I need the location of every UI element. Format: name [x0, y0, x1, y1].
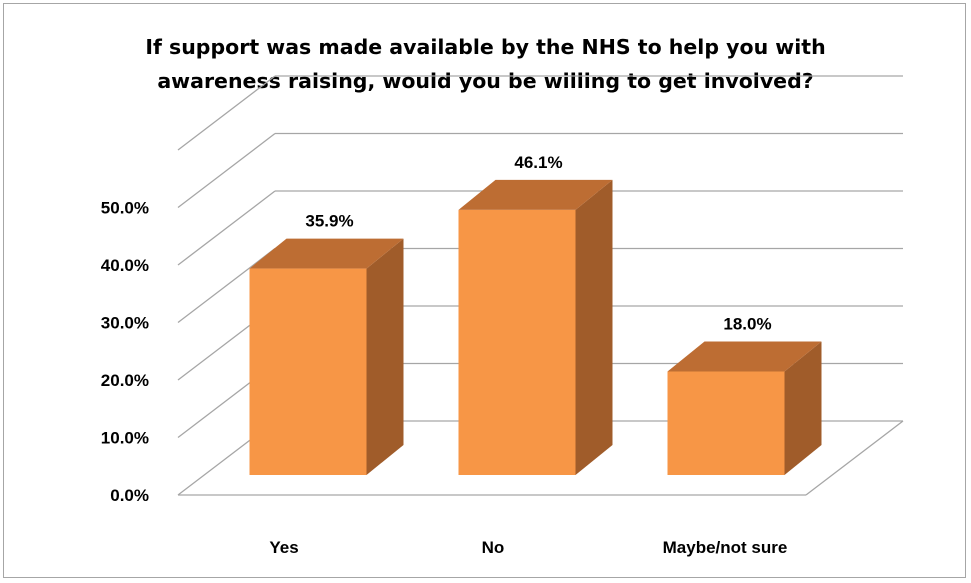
y-tick-label: 0.0%: [110, 486, 149, 505]
floor-right-edge: [805, 420, 904, 496]
category-label-no: No: [482, 538, 505, 557]
gridline-side: [177, 190, 276, 266]
bar-yes: [249, 238, 404, 475]
y-tick-label: 30.0%: [101, 314, 149, 333]
data-label-maybe: 18.0%: [723, 315, 771, 334]
bar-top-face: [249, 238, 404, 269]
data-label-no: 46.1%: [514, 153, 562, 172]
gridline-side: [177, 132, 276, 209]
bar-side-face: [784, 341, 822, 475]
bar-side-face: [575, 179, 613, 476]
bar-front-face: [249, 268, 367, 475]
chart-title-line-1: If support was made available by the NHS…: [145, 35, 826, 59]
bar-no: [458, 179, 613, 476]
chart-title-line-2: awareness raising, would you be willing …: [157, 69, 814, 93]
data-labels: 35.9% 46.1% 18.0%: [305, 153, 771, 334]
y-tick-label: 40.0%: [101, 256, 149, 275]
gridline-side: [177, 75, 276, 151]
x-axis-categories: Yes No Maybe/not sure: [269, 538, 787, 557]
data-label-yes: 35.9%: [305, 212, 353, 231]
bar-side-face: [366, 238, 404, 475]
bar-front-face: [458, 209, 576, 476]
bars: [249, 179, 822, 476]
y-tick-label: 50.0%: [101, 199, 149, 218]
bar-top-face: [667, 341, 822, 372]
bar-front-face: [667, 371, 785, 475]
y-tick-label: 20.0%: [101, 371, 149, 390]
y-tick-label: 10.0%: [101, 429, 149, 448]
category-label-maybe: Maybe/not sure: [663, 538, 788, 557]
bar-top-face: [458, 179, 613, 210]
category-label-yes: Yes: [269, 538, 298, 557]
gridline-side: [177, 247, 276, 324]
y-axis-ticks: 0.0% 10.0% 20.0% 30.0% 40.0% 50.0%: [101, 199, 149, 506]
bar-maybe: [667, 341, 822, 475]
chart-title: If support was made available by the NHS…: [0, 30, 971, 98]
